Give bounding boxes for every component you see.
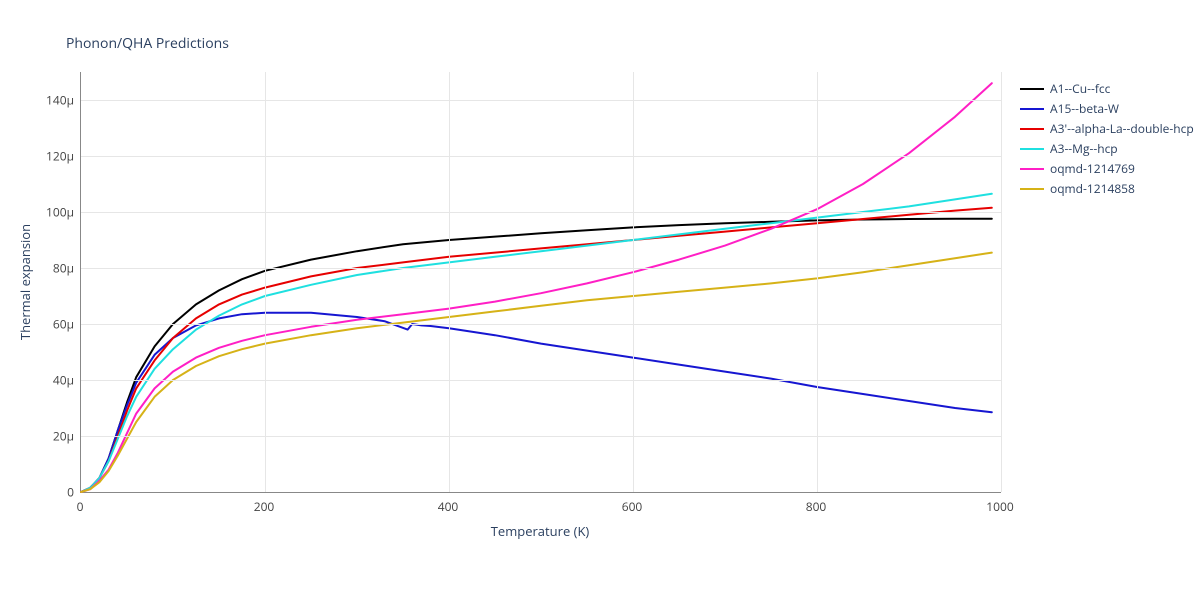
y-axis-label: Thermal expansion [16, 224, 34, 340]
legend-swatch [1020, 108, 1044, 110]
legend-swatch [1020, 88, 1044, 90]
gridline-v [633, 72, 634, 492]
gridline-h [81, 156, 1001, 157]
gridline-v [1001, 72, 1002, 492]
y-tick-label: 120μ [46, 148, 80, 165]
legend-swatch [1020, 128, 1044, 130]
x-tick-label: 600 [622, 498, 643, 515]
legend-label: A15--beta-W [1050, 100, 1119, 117]
legend-item[interactable]: oqmd-1214769 [1020, 160, 1194, 177]
legend-item[interactable]: A15--beta-W [1020, 100, 1194, 117]
y-tick-label: 20μ [53, 428, 80, 445]
legend-label: A1--Cu--fcc [1050, 80, 1110, 97]
gridline-v [449, 72, 450, 492]
series-lines [81, 72, 1001, 492]
y-tick-label: 140μ [46, 92, 80, 109]
gridline-h [81, 324, 1001, 325]
gridline-v [817, 72, 818, 492]
gridline-h [81, 212, 1001, 213]
legend-item[interactable]: A3'--alpha-La--double-hcp [1020, 120, 1194, 137]
x-tick-label: 1000 [986, 498, 1013, 515]
series-line[interactable] [81, 313, 992, 492]
legend-swatch [1020, 168, 1044, 170]
gridline-h [81, 100, 1001, 101]
y-tick-label: 100μ [46, 204, 80, 221]
series-line[interactable] [81, 219, 992, 492]
legend-label: oqmd-1214858 [1050, 180, 1135, 197]
legend-label: A3'--alpha-La--double-hcp [1050, 120, 1194, 137]
x-tick-label: 0 [77, 498, 84, 515]
legend-item[interactable]: oqmd-1214858 [1020, 180, 1194, 197]
y-tick-label: 60μ [53, 316, 80, 333]
series-line[interactable] [81, 253, 992, 492]
legend-item[interactable]: A3--Mg--hcp [1020, 140, 1194, 157]
legend-swatch [1020, 188, 1044, 190]
y-tick-label: 40μ [53, 372, 80, 389]
y-tick-label: 80μ [53, 260, 80, 277]
legend-label: oqmd-1214769 [1050, 160, 1135, 177]
gridline-v [265, 72, 266, 492]
x-tick-label: 200 [254, 498, 275, 515]
gridline-h [81, 268, 1001, 269]
series-line[interactable] [81, 208, 992, 492]
x-tick-label: 400 [438, 498, 459, 515]
legend-label: A3--Mg--hcp [1050, 140, 1118, 157]
gridline-h [81, 436, 1001, 437]
x-axis-label: Temperature (K) [491, 522, 590, 540]
chart-title: Phonon/QHA Predictions [66, 34, 229, 53]
series-line[interactable] [81, 83, 992, 492]
legend-item[interactable]: A1--Cu--fcc [1020, 80, 1194, 97]
plot-area [80, 72, 1001, 493]
gridline-h [81, 380, 1001, 381]
legend: A1--Cu--fcc A15--beta-W A3'--alpha-La--dou… [1020, 80, 1194, 200]
y-tick-label: 0 [67, 484, 80, 501]
legend-swatch [1020, 148, 1044, 150]
x-tick-label: 800 [806, 498, 827, 515]
